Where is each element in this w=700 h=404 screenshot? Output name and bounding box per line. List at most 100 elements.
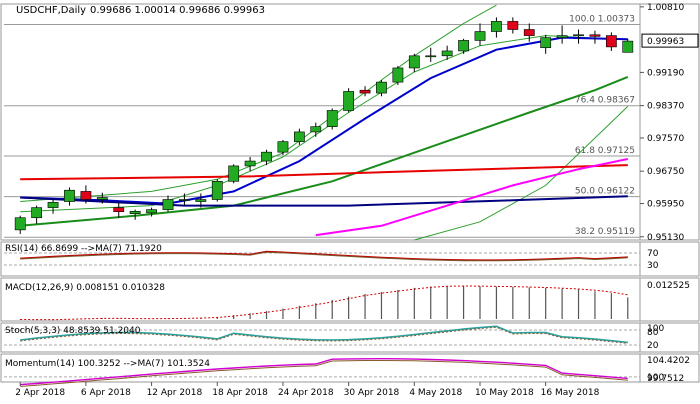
date-tick-label: 2 Apr 2018 — [15, 388, 65, 398]
momentum-scale-label: 99.7512 — [647, 374, 684, 384]
candlesticks — [14, 17, 634, 234]
rsi-ma-line — [20, 251, 628, 262]
date-tick-label: 24 Apr 2018 — [278, 388, 334, 398]
panel-frame — [0, 322, 700, 353]
fib-label: 50.0 0.96122 — [575, 187, 635, 197]
candle-body — [113, 207, 125, 212]
candle-body — [326, 110, 338, 127]
candle-body — [244, 160, 256, 167]
fib-label: 61.8 0.97125 — [575, 146, 635, 156]
macd-panel: 0.012525 — [19, 281, 690, 321]
date-axis: 2 Apr 2018 6 Apr 2018 12 Apr 2018 18 Apr 20… — [15, 382, 600, 398]
candle-body — [179, 199, 190, 201]
date-tick-label: 18 Apr 2018 — [212, 388, 268, 398]
candle-body — [129, 210, 141, 214]
candle-body — [228, 165, 240, 182]
stoch-k-line — [20, 325, 628, 344]
fib-label: 38.2 0.95119 — [575, 227, 635, 237]
rsi-level-label: 30 — [647, 261, 659, 271]
candle-body — [146, 209, 157, 214]
panel-frame — [0, 277, 700, 322]
fib-label: 100.0 1.00373 — [569, 15, 635, 25]
fib-label: 76.4 0.98367 — [575, 96, 635, 106]
candle-body — [343, 91, 355, 111]
candle-body — [491, 21, 502, 32]
candle-body — [589, 34, 601, 37]
rsi-level-label: 70 — [647, 249, 659, 259]
momentum-scale-label: 100 — [647, 373, 664, 383]
price-axis: 1.00810 0.99190 0.98370 0.97570 0.96750 0.959… — [640, 3, 699, 243]
candle-body — [425, 55, 437, 58]
date-tick-label: 16 May 2018 — [541, 388, 600, 398]
band-line — [414, 106, 629, 241]
candle-body — [195, 199, 207, 202]
ma-line — [20, 164, 628, 181]
current-price-box — [641, 33, 699, 48]
price-tick-label: 0.95130 — [647, 233, 684, 243]
ma-line — [20, 195, 628, 207]
macd-scale-label: 0.012525 — [647, 281, 690, 291]
panel-frame — [0, 353, 700, 383]
candle-body — [359, 89, 371, 94]
stoch-d-line — [20, 326, 628, 344]
macd-label: MACD(12,26,9) 0.008151 0.010328 — [5, 283, 165, 293]
date-tick-label: 10 May 2018 — [475, 388, 534, 398]
candle-body — [523, 29, 535, 36]
panel-frames — [0, 3, 700, 383]
stoch-scale-label: 80 — [647, 328, 659, 338]
macd-signal-line — [20, 285, 628, 321]
fibonacci-levels: 100.0 1.00373 76.4 0.98367 61.8 0.97125 50.… — [4, 15, 640, 238]
rsi-label: RSI(14) 66.8699 -->MA(7) 71.1920 — [5, 244, 162, 254]
candle-body — [408, 55, 420, 69]
momentum-label: Momentum(14) 100.3252 -->MA(7) 101.3524 — [5, 359, 210, 369]
stoch-scale-label: 100 — [647, 324, 664, 334]
candle-body — [211, 181, 223, 200]
panel-frame — [0, 241, 700, 277]
candle-body — [64, 189, 75, 202]
candle-body — [261, 151, 272, 162]
panel-frame — [0, 3, 700, 241]
price-tick-label: 0.98370 — [647, 102, 684, 112]
date-tick-label: 4 May 2018 — [409, 388, 462, 398]
candle-body — [96, 197, 108, 200]
price-tick-label: 0.95950 — [647, 200, 684, 210]
candle-body — [47, 202, 59, 208]
date-tick-label: 30 Apr 2018 — [344, 388, 400, 398]
candle-body — [507, 21, 519, 30]
candle-body — [540, 37, 552, 49]
candle-body — [458, 40, 469, 52]
price-tick-label: 0.96750 — [647, 167, 684, 177]
ma-line — [20, 36, 628, 205]
candle-body — [474, 31, 486, 41]
price-tick-label: 0.97570 — [647, 134, 684, 144]
rsi-line — [20, 250, 628, 261]
price-tick-label: 0.99190 — [647, 68, 684, 78]
candle-body — [277, 141, 289, 153]
candle-body — [376, 81, 387, 94]
candle-body — [162, 199, 174, 210]
moving-average-lines — [20, 36, 629, 237]
candle-body — [605, 35, 617, 48]
candle-body — [14, 217, 26, 231]
momentum-scale-label: 104.4202 — [647, 356, 690, 366]
ma-line — [315, 158, 629, 237]
momentum-line — [20, 357, 628, 386]
band-line — [20, 4, 497, 202]
current-price-label: 0.99963 — [647, 37, 684, 47]
candle-body — [556, 35, 568, 38]
band-line — [20, 35, 628, 213]
ohlc-header: 0.99686 1.00014 0.99686 0.99963 — [90, 5, 265, 16]
candle-body — [392, 67, 404, 83]
candle-body — [293, 131, 305, 142]
candle-body — [80, 191, 92, 200]
date-tick-label: 12 Apr 2018 — [147, 388, 203, 398]
stoch-label: Stoch(5,3,3) 48.8539 51.2040 — [5, 326, 141, 336]
price-tick-label: 1.00810 — [647, 3, 684, 13]
date-tick-label: 6 Apr 2018 — [81, 388, 131, 398]
candle-body — [31, 207, 43, 219]
chart-title: USDCHF,Daily — [16, 5, 86, 16]
